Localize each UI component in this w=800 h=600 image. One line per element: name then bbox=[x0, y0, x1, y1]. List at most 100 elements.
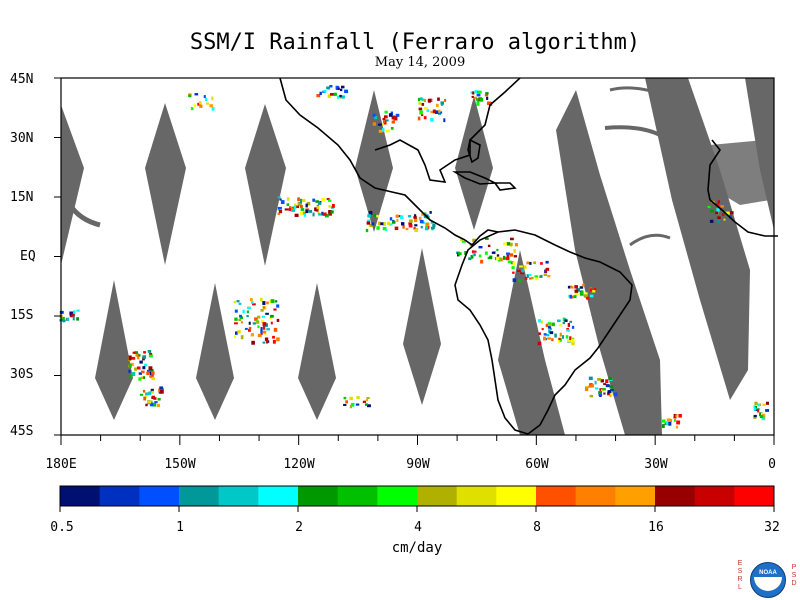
rain-pixel bbox=[716, 208, 720, 212]
rain-pixel bbox=[293, 203, 297, 208]
rain-pixel bbox=[487, 256, 490, 260]
rain-pixel bbox=[276, 318, 280, 322]
rain-pixel bbox=[260, 309, 264, 312]
lon-label-0: 0 bbox=[768, 457, 776, 472]
rain-pixel bbox=[250, 333, 254, 337]
rain-pixel bbox=[365, 398, 369, 402]
colorbar bbox=[59, 485, 775, 512]
rain-pixel bbox=[398, 215, 401, 218]
rain-pixel bbox=[160, 389, 164, 394]
lon-label-30w: 30W bbox=[644, 457, 668, 472]
rain-pixel bbox=[290, 207, 294, 211]
rain-pixel bbox=[547, 322, 552, 325]
rain-pixel bbox=[328, 199, 332, 202]
rain-pixel bbox=[351, 403, 354, 407]
rain-pixel bbox=[559, 324, 562, 327]
rain-pixel bbox=[278, 209, 283, 214]
rain-pixel bbox=[579, 286, 584, 289]
rain-pixel bbox=[261, 320, 265, 324]
rain-pixel bbox=[547, 326, 551, 329]
lat-label-30n: 30N bbox=[10, 131, 34, 146]
rain-pixel bbox=[66, 317, 70, 321]
rain-pixel bbox=[392, 118, 395, 123]
rain-pixel bbox=[62, 319, 66, 323]
swath-gap bbox=[145, 103, 186, 265]
rain-pixel bbox=[349, 404, 352, 409]
rain-pixel bbox=[476, 101, 480, 106]
rain-pixel bbox=[272, 335, 275, 339]
rain-pixel bbox=[365, 403, 368, 406]
rain-pixel bbox=[159, 386, 164, 390]
rain-pixel bbox=[321, 197, 326, 202]
rain-pixel bbox=[529, 261, 532, 265]
rain-pixel bbox=[246, 310, 249, 314]
rain-pixel bbox=[72, 316, 75, 321]
rain-pixel bbox=[378, 123, 382, 126]
rain-pixel bbox=[543, 273, 547, 276]
colorbar-swatch bbox=[615, 486, 656, 506]
rain-pixel bbox=[547, 274, 551, 278]
rain-pixel bbox=[308, 209, 313, 213]
rain-pixel bbox=[529, 277, 532, 280]
rain-pixel bbox=[396, 218, 399, 222]
swath-gap bbox=[95, 280, 133, 420]
south-america-coast bbox=[454, 229, 633, 435]
rain-pixel bbox=[316, 205, 320, 210]
rain-pixel bbox=[362, 400, 367, 403]
rain-pixel bbox=[142, 366, 146, 370]
rain-pixel bbox=[440, 101, 445, 105]
rain-pixel bbox=[329, 85, 333, 88]
rain-pixel bbox=[484, 251, 488, 255]
rain-pixel bbox=[717, 219, 721, 223]
rain-pixel bbox=[383, 120, 386, 124]
rain-pixel bbox=[265, 312, 269, 315]
rain-pixel bbox=[69, 311, 74, 316]
rain-pixel bbox=[557, 319, 561, 323]
rain-pixel bbox=[305, 203, 308, 208]
rain-pixel bbox=[715, 203, 719, 206]
swath-gap bbox=[609, 86, 656, 94]
rain-pixel bbox=[430, 117, 434, 122]
rain-pixel bbox=[478, 254, 482, 258]
rain-pixel bbox=[134, 351, 138, 355]
rain-pixel bbox=[250, 298, 253, 301]
rain-pixel bbox=[328, 205, 331, 208]
rain-pixel bbox=[419, 219, 424, 224]
colorbar-label-16: 16 bbox=[648, 520, 664, 535]
rain-pixel bbox=[269, 317, 272, 320]
rain-pixel bbox=[236, 300, 240, 303]
rain-pixel bbox=[559, 338, 562, 342]
rain-pixel bbox=[434, 110, 439, 115]
swath-gap bbox=[604, 125, 661, 137]
rain-pixel bbox=[277, 212, 281, 216]
rain-pixel bbox=[603, 392, 606, 395]
rain-pixel bbox=[395, 113, 400, 117]
colorbar-label-8: 8 bbox=[533, 520, 541, 535]
rain-pixel bbox=[150, 368, 154, 373]
rain-pixel bbox=[505, 256, 510, 261]
rain-pixel bbox=[235, 331, 238, 335]
rain-pixel bbox=[675, 414, 678, 418]
rain-pixel bbox=[339, 88, 343, 92]
rain-pixel bbox=[136, 366, 141, 370]
rain-pixel bbox=[437, 97, 440, 101]
rain-pixel bbox=[506, 242, 511, 246]
rain-pixel bbox=[720, 205, 724, 208]
rain-pixel bbox=[295, 205, 300, 209]
rain-pixel bbox=[272, 340, 276, 344]
rain-pixel bbox=[715, 211, 719, 215]
rain-pixel bbox=[569, 320, 573, 323]
rain-pixel bbox=[582, 283, 585, 287]
rain-pixel bbox=[534, 275, 539, 278]
colorbar-swatch bbox=[258, 486, 299, 506]
rain-pixel bbox=[264, 333, 267, 336]
rain-pixel bbox=[754, 408, 759, 411]
colorbar-swatch bbox=[337, 486, 378, 506]
swath-gap bbox=[556, 90, 662, 435]
rain-pixel bbox=[391, 115, 396, 120]
rain-pixel bbox=[389, 217, 393, 221]
rain-pixel bbox=[519, 265, 523, 268]
rain-pixel bbox=[291, 209, 295, 212]
rain-pixel bbox=[328, 210, 332, 213]
rain-pixel bbox=[588, 385, 592, 388]
